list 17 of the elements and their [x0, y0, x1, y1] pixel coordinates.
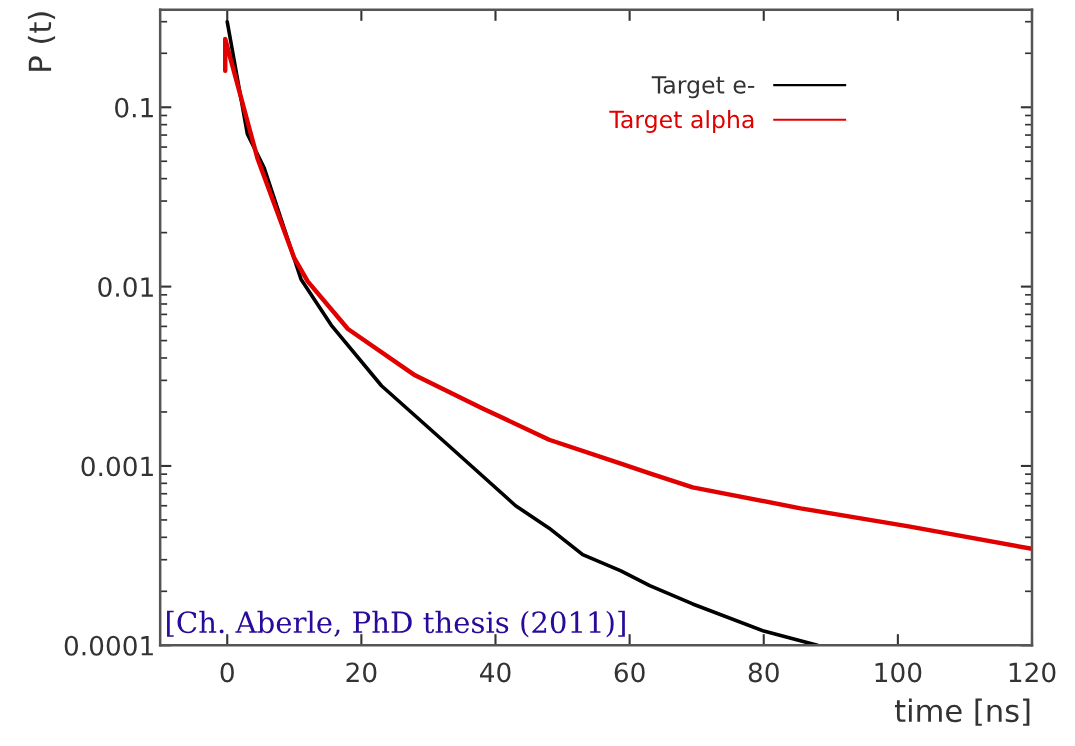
y-tick-label: 0.01 [98, 277, 153, 298]
x-axis-title: time [ns] [894, 698, 1030, 726]
y-tick-label: 0.001 [81, 456, 153, 477]
x-tick-label: 20 [346, 662, 377, 683]
line-series [223, 36, 1032, 552]
x-tick-label: 120 [1009, 662, 1056, 683]
x-tick-label: 0 [220, 662, 234, 683]
x-tick-label: 40 [479, 662, 511, 683]
y-tick-label: 0.0001 [64, 635, 153, 656]
x-tick-label: 100 [875, 662, 922, 683]
legend-label: Target e- [651, 76, 755, 99]
y-axis-title: P (t) [27, 12, 56, 71]
x-tick-label: 80 [748, 662, 779, 683]
legend-label: Target alpha [609, 110, 754, 133]
x-tick-label: 60 [614, 662, 645, 683]
y-tick-label: 0.1 [115, 97, 153, 118]
annotation: [Ch. Aberle, PhD thesis (2011)] [167, 610, 625, 638]
